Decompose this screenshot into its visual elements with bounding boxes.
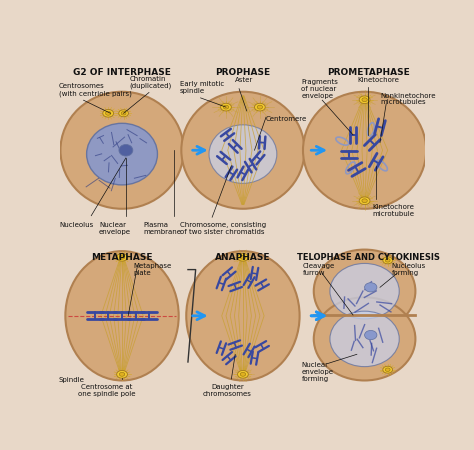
Text: Chromosome, consisting
of two sister chromatids: Chromosome, consisting of two sister chr… <box>180 222 266 235</box>
Ellipse shape <box>365 283 377 292</box>
Text: Daughter
chromosomes: Daughter chromosomes <box>203 383 252 396</box>
Ellipse shape <box>118 110 128 117</box>
Ellipse shape <box>362 98 367 102</box>
Ellipse shape <box>314 297 415 381</box>
Text: Early mitotic
spindle: Early mitotic spindle <box>180 81 224 94</box>
Ellipse shape <box>359 197 370 205</box>
Text: Centrosomes
(with centriole pairs): Centrosomes (with centriole pairs) <box>59 83 132 97</box>
Ellipse shape <box>119 144 133 156</box>
Text: Aster: Aster <box>235 77 254 83</box>
Text: Kinetochore: Kinetochore <box>357 77 399 83</box>
Ellipse shape <box>257 105 263 109</box>
Ellipse shape <box>330 263 399 319</box>
Ellipse shape <box>303 92 426 209</box>
Text: ANAPHASE: ANAPHASE <box>215 252 271 261</box>
Text: Chromatin
(duplicated): Chromatin (duplicated) <box>130 76 172 89</box>
Text: Nonkinetochore
microtubules: Nonkinetochore microtubules <box>380 93 436 105</box>
Text: Centromere: Centromere <box>266 116 307 122</box>
Text: METAPHASE: METAPHASE <box>91 252 153 261</box>
Ellipse shape <box>240 255 246 259</box>
Text: Spindle: Spindle <box>59 378 85 383</box>
Text: Kinetochore
microtubule: Kinetochore microtubule <box>372 204 414 217</box>
Ellipse shape <box>119 255 125 259</box>
Ellipse shape <box>61 92 183 209</box>
Text: Cleavage
furrow: Cleavage furrow <box>303 263 335 276</box>
Text: G2 OF INTERPHASE: G2 OF INTERPHASE <box>73 68 171 77</box>
Ellipse shape <box>223 105 228 109</box>
Ellipse shape <box>385 259 390 262</box>
Ellipse shape <box>383 366 392 373</box>
Ellipse shape <box>87 123 157 185</box>
Ellipse shape <box>103 109 114 117</box>
Text: PROPHASE: PROPHASE <box>215 68 271 77</box>
Ellipse shape <box>362 199 367 202</box>
Text: Nuclear
envelope: Nuclear envelope <box>99 222 131 235</box>
Ellipse shape <box>117 253 128 261</box>
Ellipse shape <box>209 125 277 183</box>
Ellipse shape <box>121 112 126 115</box>
Ellipse shape <box>383 257 392 264</box>
Ellipse shape <box>106 111 111 115</box>
Ellipse shape <box>385 368 390 371</box>
Ellipse shape <box>186 251 300 381</box>
Text: Nucleolus
forming: Nucleolus forming <box>392 263 426 276</box>
Ellipse shape <box>237 370 248 378</box>
Ellipse shape <box>359 96 370 104</box>
Text: Plasma
membrane: Plasma membrane <box>144 222 182 235</box>
Text: Nuclear
envelope
forming: Nuclear envelope forming <box>301 362 333 382</box>
Ellipse shape <box>314 250 415 333</box>
Ellipse shape <box>119 373 125 376</box>
Text: Fragments
of nuclear
envelope: Fragments of nuclear envelope <box>301 79 338 99</box>
Ellipse shape <box>255 104 265 111</box>
Text: Centrosome at
one spindle pole: Centrosome at one spindle pole <box>78 383 136 396</box>
Text: Metaphase
plate: Metaphase plate <box>134 263 172 276</box>
Text: TELOPHASE AND CYTOKINESIS: TELOPHASE AND CYTOKINESIS <box>297 252 440 261</box>
Ellipse shape <box>65 251 179 381</box>
Ellipse shape <box>365 330 377 340</box>
Ellipse shape <box>237 253 248 261</box>
Ellipse shape <box>117 370 128 378</box>
Text: PROMETAPHASE: PROMETAPHASE <box>327 68 410 77</box>
Text: Nucleolus: Nucleolus <box>59 222 93 228</box>
Ellipse shape <box>240 373 246 376</box>
Ellipse shape <box>330 311 399 367</box>
Ellipse shape <box>220 104 231 111</box>
Ellipse shape <box>182 92 304 209</box>
